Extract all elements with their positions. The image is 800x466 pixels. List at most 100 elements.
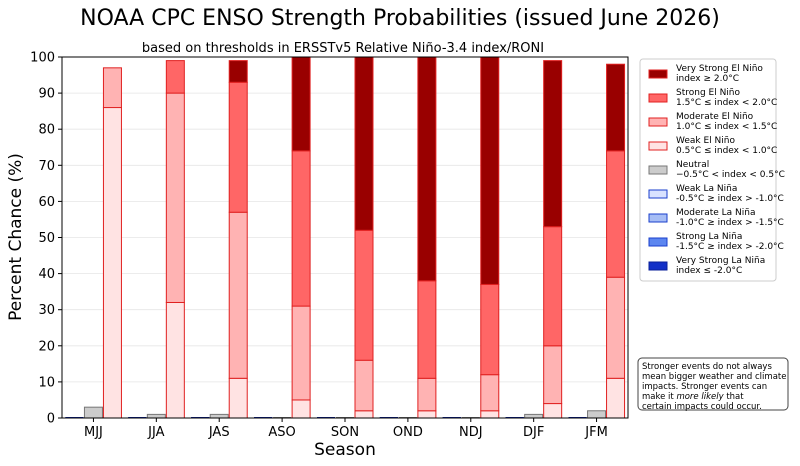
legend-swatch xyxy=(648,261,668,271)
bar-el-nino-NDJ xyxy=(480,410,500,419)
y-tick-label: 50 xyxy=(38,231,55,246)
x-axis: MJJ JJA JAS ASO SON OND NDJ DJF JFM xyxy=(84,418,608,440)
legend-label: Weak La Niña xyxy=(676,184,737,194)
bar-neutral-MJJ xyxy=(83,406,103,419)
bar-el-nino-JFM xyxy=(606,63,626,152)
legend-label: Very Strong El Niño xyxy=(676,64,763,74)
y-tick-label: 0 xyxy=(47,412,55,427)
x-tick-label: JFM xyxy=(584,425,608,440)
y-axis: 0 10 20 30 40 50 60 70 80 90 100 xyxy=(30,51,62,427)
y-tick-label: 100 xyxy=(30,51,55,66)
chart-title: NOAA CPC ENSO Strength Probabilities (is… xyxy=(80,6,720,31)
bar-el-nino-OND xyxy=(417,56,437,282)
legend-label: -0.5°C ≥ index > -1.0°C xyxy=(676,194,784,204)
y-tick-label: 70 xyxy=(38,159,55,174)
bar-el-nino-JAS xyxy=(228,60,248,83)
legend-label: Moderate El Niño xyxy=(676,112,754,122)
y-tick-label: 90 xyxy=(38,87,55,102)
bar-el-nino-NDJ xyxy=(480,283,500,376)
bar-el-nino-JJA xyxy=(165,301,185,419)
y-tick-label: 20 xyxy=(38,339,55,354)
legend-label: Moderate La Niña xyxy=(676,208,756,218)
legend-swatch xyxy=(648,141,668,151)
x-tick-label: SON xyxy=(331,425,359,440)
bar-el-nino-DJF xyxy=(543,345,563,405)
legend-swatch xyxy=(648,93,668,103)
legend-label: 0.5°C ≤ index < 1.0°C xyxy=(676,146,777,156)
bar-el-nino-SON xyxy=(354,359,374,412)
legend-swatch xyxy=(648,237,668,247)
bar-neutral-JJA xyxy=(146,413,166,419)
legend-label: Strong El Niño xyxy=(676,88,741,98)
bar-el-nino-DJF xyxy=(543,226,563,347)
y-tick-label: 60 xyxy=(38,195,55,210)
x-tick-label: NDJ xyxy=(459,425,483,440)
chart-subtitle: based on thresholds in ERSSTv5 Relative … xyxy=(142,41,544,56)
bar-el-nino-OND xyxy=(417,410,437,419)
note-line: Stronger events do not always xyxy=(642,362,772,372)
bar-neutral-JAS xyxy=(209,413,229,419)
bar-el-nino-NDJ xyxy=(480,56,500,285)
bar-el-nino-JJA xyxy=(165,60,185,94)
legend-label: 1.5°C ≤ index < 2.0°C xyxy=(676,98,777,108)
bar-el-nino-JFM xyxy=(606,150,626,278)
legend-label: Neutral xyxy=(676,160,709,170)
bar-el-nino-JFM xyxy=(606,276,626,379)
x-tick-label: MJJ xyxy=(84,425,103,440)
legend-swatch xyxy=(648,189,668,199)
bar-el-nino-OND xyxy=(417,377,437,412)
legend-swatch xyxy=(648,165,668,175)
y-axis-label: Percent Chance (%) xyxy=(6,153,26,321)
note-line: impacts. Stronger events can xyxy=(642,382,767,392)
legend-swatch xyxy=(648,69,668,79)
x-tick-label: OND xyxy=(393,425,423,440)
bar-el-nino-OND xyxy=(417,280,437,379)
bar-el-nino-ASO xyxy=(291,56,311,152)
bar-el-nino-MJJ xyxy=(102,67,122,109)
note-line: make it more likely that xyxy=(642,392,744,402)
bar-el-nino-SON xyxy=(354,56,374,231)
legend-label: Weak El Niño xyxy=(676,136,735,146)
bar-el-nino-ASO xyxy=(291,150,311,307)
x-tick-label: DJF xyxy=(523,425,544,440)
bar-el-nino-ASO xyxy=(291,305,311,401)
note-line: certain impacts could occur. xyxy=(642,402,762,412)
legend-swatch xyxy=(648,117,668,127)
bar-el-nino-DJF xyxy=(543,403,563,419)
bar-el-nino-SON xyxy=(354,410,374,419)
legend-label: -1.0°C ≥ index > -1.5°C xyxy=(676,218,784,228)
note-line: mean bigger weather and climate xyxy=(642,372,786,382)
legend-frame xyxy=(639,58,777,282)
bar-neutral-JFM xyxy=(587,410,607,419)
bar-el-nino-NDJ xyxy=(480,374,500,412)
legend-label: Strong La Niña xyxy=(676,232,742,242)
x-tick-label: JAS xyxy=(208,425,230,440)
bar-el-nino-MJJ xyxy=(102,107,122,419)
x-tick-label: JJA xyxy=(147,425,164,440)
y-tick-label: 80 xyxy=(38,123,55,138)
bar-el-nino-JJA xyxy=(165,92,185,303)
x-tick-label: ASO xyxy=(268,425,295,440)
bar-el-nino-SON xyxy=(354,229,374,361)
legend-label: index ≥ 2.0°C xyxy=(676,74,739,84)
bar-el-nino-JAS xyxy=(228,81,248,213)
bar-el-nino-JAS xyxy=(228,377,248,419)
y-tick-label: 40 xyxy=(38,267,55,282)
legend-label: index ≤ -2.0°C xyxy=(676,266,742,276)
bar-el-nino-DJF xyxy=(543,60,563,228)
legend-swatch xyxy=(648,213,668,223)
bar-el-nino-JAS xyxy=(228,211,248,379)
bar-el-nino-ASO xyxy=(291,399,311,419)
x-axis-label: Season xyxy=(314,440,376,460)
bar-el-nino-JFM xyxy=(606,377,626,419)
legend-label: Very Strong La Niña xyxy=(676,256,765,266)
bar-neutral-DJF xyxy=(524,413,544,419)
y-tick-label: 10 xyxy=(38,375,55,390)
legend-label: −0.5°C < index < 0.5°C xyxy=(676,170,785,180)
y-tick-label: 30 xyxy=(38,303,55,318)
legend-label: -1.5°C ≥ index > -2.0°C xyxy=(676,242,784,252)
note-frame xyxy=(637,357,789,411)
